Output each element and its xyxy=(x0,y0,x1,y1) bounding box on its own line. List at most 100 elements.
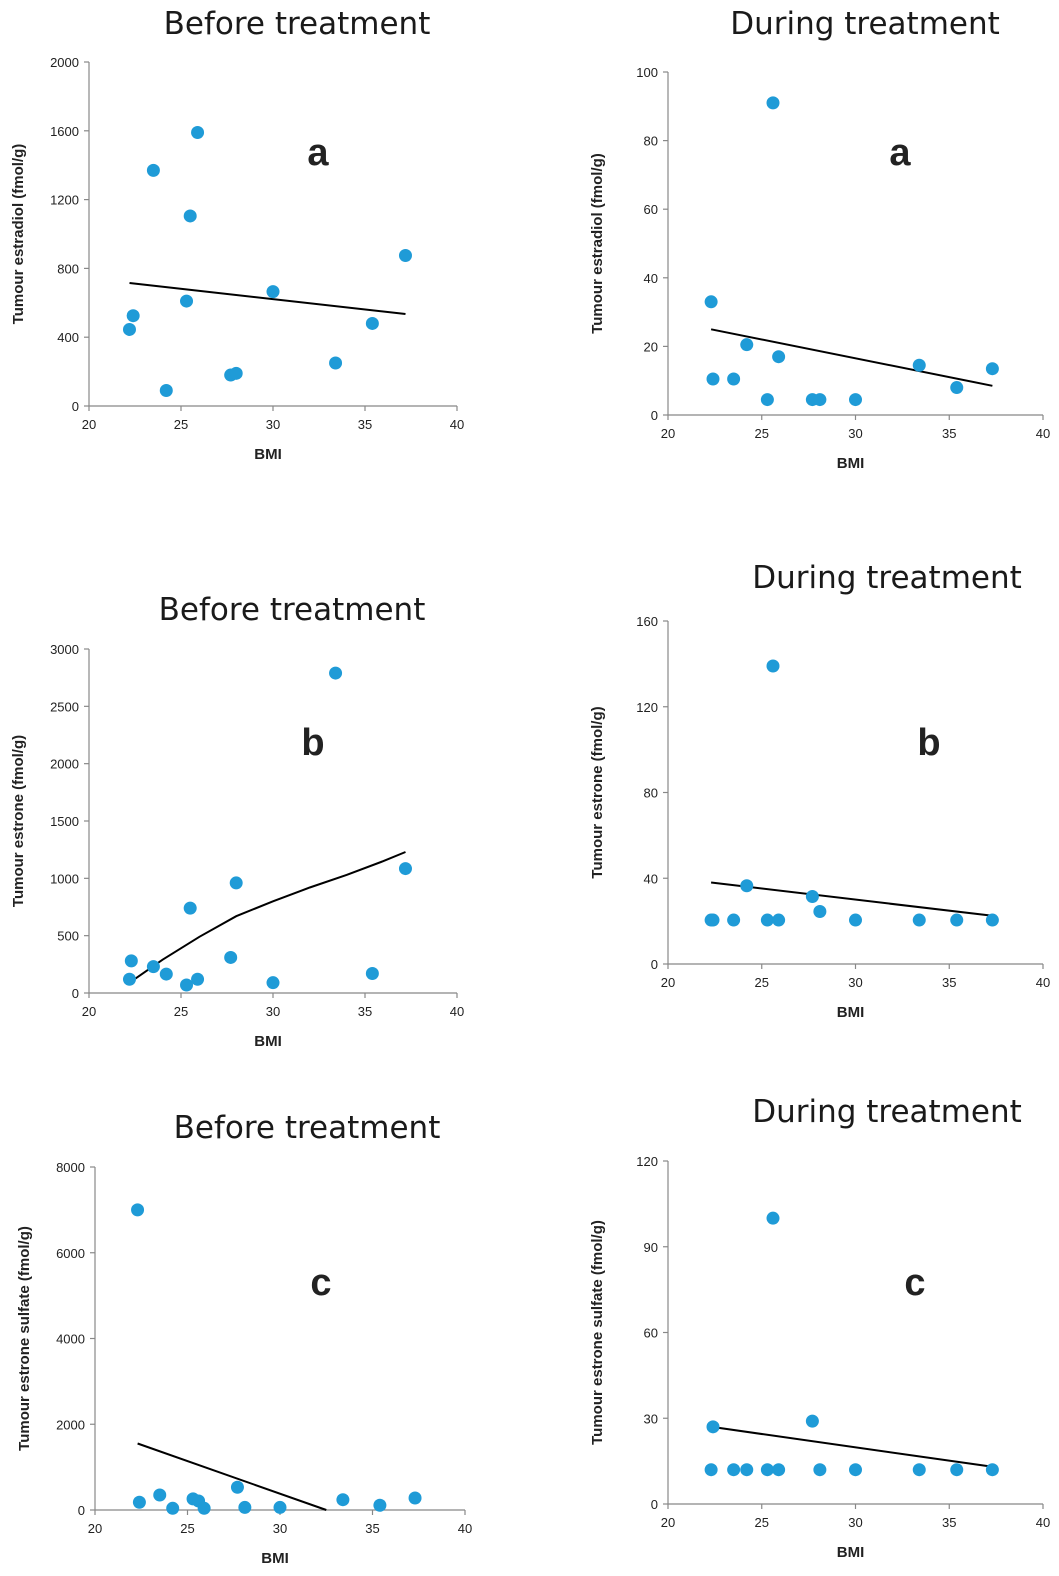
y-tick-label: 4000 xyxy=(56,1332,85,1347)
y-axis-label: Tumour estradiol (fmol/g) xyxy=(589,153,606,334)
y-tick-label: 160 xyxy=(636,614,658,629)
chart-panel-6: During treatment c 20 25 30 35 40 0 30 60 90 120 BMI… xyxy=(589,1094,1050,1561)
x-tick-label: 20 xyxy=(88,1521,102,1536)
data-point xyxy=(365,316,379,330)
x-tick-label: 40 xyxy=(1036,1515,1050,1530)
panel-label: a xyxy=(889,132,911,174)
x-tick-label: 35 xyxy=(358,1004,372,1019)
x-tick-label: 35 xyxy=(942,975,956,990)
data-point xyxy=(849,913,862,927)
y-tick-label: 0 xyxy=(651,1497,658,1512)
x-axis-label: BMI xyxy=(254,1033,282,1050)
y-tick-label: 1200 xyxy=(50,193,79,208)
data-point xyxy=(772,913,786,927)
y-axis-label: Tumour estrone (fmol/g) xyxy=(10,735,27,907)
x-tick-label: 25 xyxy=(174,417,188,432)
y-tick-label: 500 xyxy=(57,929,79,944)
x-tick-label: 30 xyxy=(266,417,280,432)
x-axis-label: BMI xyxy=(837,455,865,472)
data-point xyxy=(153,1488,167,1502)
y-tick-label: 40 xyxy=(644,871,658,886)
y-tick-label: 1500 xyxy=(50,814,79,829)
data-point xyxy=(336,1493,350,1507)
data-point xyxy=(704,295,718,309)
trend-line xyxy=(710,1425,993,1468)
y-tick-label: 1000 xyxy=(50,871,79,886)
y-tick-label: 40 xyxy=(644,271,658,286)
data-point xyxy=(183,209,197,223)
x-tick-label: 20 xyxy=(661,975,675,990)
x-tick-label: 20 xyxy=(82,1004,96,1019)
data-point xyxy=(329,666,343,680)
y-tick-label: 3000 xyxy=(50,642,79,657)
data-point xyxy=(266,976,280,990)
data-point xyxy=(772,1463,786,1477)
trend-line xyxy=(128,851,406,984)
chart-panel-3: Before treatment b 20 25 30 35 40 0 500 1000 1500 2… xyxy=(10,592,464,1050)
data-point xyxy=(805,1414,819,1428)
data-point xyxy=(766,96,780,110)
data-point xyxy=(122,972,136,986)
data-point xyxy=(706,913,720,927)
x-tick-label: 25 xyxy=(755,426,769,441)
x-tick-label: 40 xyxy=(458,1521,472,1536)
data-point xyxy=(727,1463,741,1477)
chart-title: During treatment xyxy=(730,6,1000,42)
x-axis-label: BMI xyxy=(837,1004,865,1021)
x-tick-label: 30 xyxy=(848,426,862,441)
data-point xyxy=(760,1463,774,1477)
y-axis-label: Tumour estrone (fmol/g) xyxy=(589,706,606,878)
y-tick-label: 0 xyxy=(72,399,79,414)
data-point xyxy=(159,967,173,981)
x-tick-label: 40 xyxy=(1036,975,1050,990)
data-point xyxy=(912,1463,926,1477)
x-tick-label: 20 xyxy=(82,417,96,432)
y-tick-label: 60 xyxy=(644,1326,658,1341)
data-point xyxy=(706,372,720,386)
chart-panel-4: During treatment b 20 25 30 35 40 0 40 80 120 160 BM… xyxy=(589,560,1050,1021)
data-point xyxy=(146,163,160,177)
data-point xyxy=(180,294,194,308)
trend-line xyxy=(710,328,993,387)
data-point xyxy=(813,393,827,407)
panel-label: c xyxy=(310,1262,331,1304)
x-tick-label: 30 xyxy=(273,1521,287,1536)
data-point xyxy=(849,1463,862,1477)
x-tick-label: 25 xyxy=(755,1515,769,1530)
panel-label: b xyxy=(917,722,940,764)
data-point xyxy=(760,393,774,407)
y-tick-label: 2500 xyxy=(50,699,79,714)
x-tick-label: 40 xyxy=(1036,426,1050,441)
data-point xyxy=(132,1495,146,1509)
panel-label: a xyxy=(307,132,329,174)
data-point xyxy=(183,901,197,915)
data-point xyxy=(122,322,136,336)
y-tick-label: 120 xyxy=(636,700,658,715)
chart-title: Before treatment xyxy=(174,1110,441,1146)
y-tick-label: 80 xyxy=(644,134,658,149)
data-point xyxy=(950,913,964,927)
data-point xyxy=(706,1420,720,1434)
y-tick-label: 0 xyxy=(651,408,658,423)
data-point xyxy=(813,904,827,918)
data-point xyxy=(727,372,741,386)
data-point xyxy=(740,338,754,352)
x-tick-label: 35 xyxy=(358,417,372,432)
data-point xyxy=(398,862,412,876)
data-point xyxy=(766,659,780,673)
panel-label: b xyxy=(301,722,324,764)
x-tick-label: 40 xyxy=(450,417,464,432)
data-point xyxy=(180,978,194,992)
trend-line xyxy=(129,282,406,315)
x-tick-label: 35 xyxy=(365,1521,379,1536)
data-point xyxy=(950,1463,964,1477)
data-point xyxy=(408,1491,422,1505)
y-tick-label: 0 xyxy=(78,1503,85,1518)
data-point xyxy=(373,1498,387,1512)
data-point xyxy=(329,356,343,370)
x-tick-label: 25 xyxy=(180,1521,194,1536)
data-point xyxy=(238,1500,252,1514)
x-axis-label: BMI xyxy=(261,1550,289,1567)
trend-line xyxy=(137,1442,327,1511)
